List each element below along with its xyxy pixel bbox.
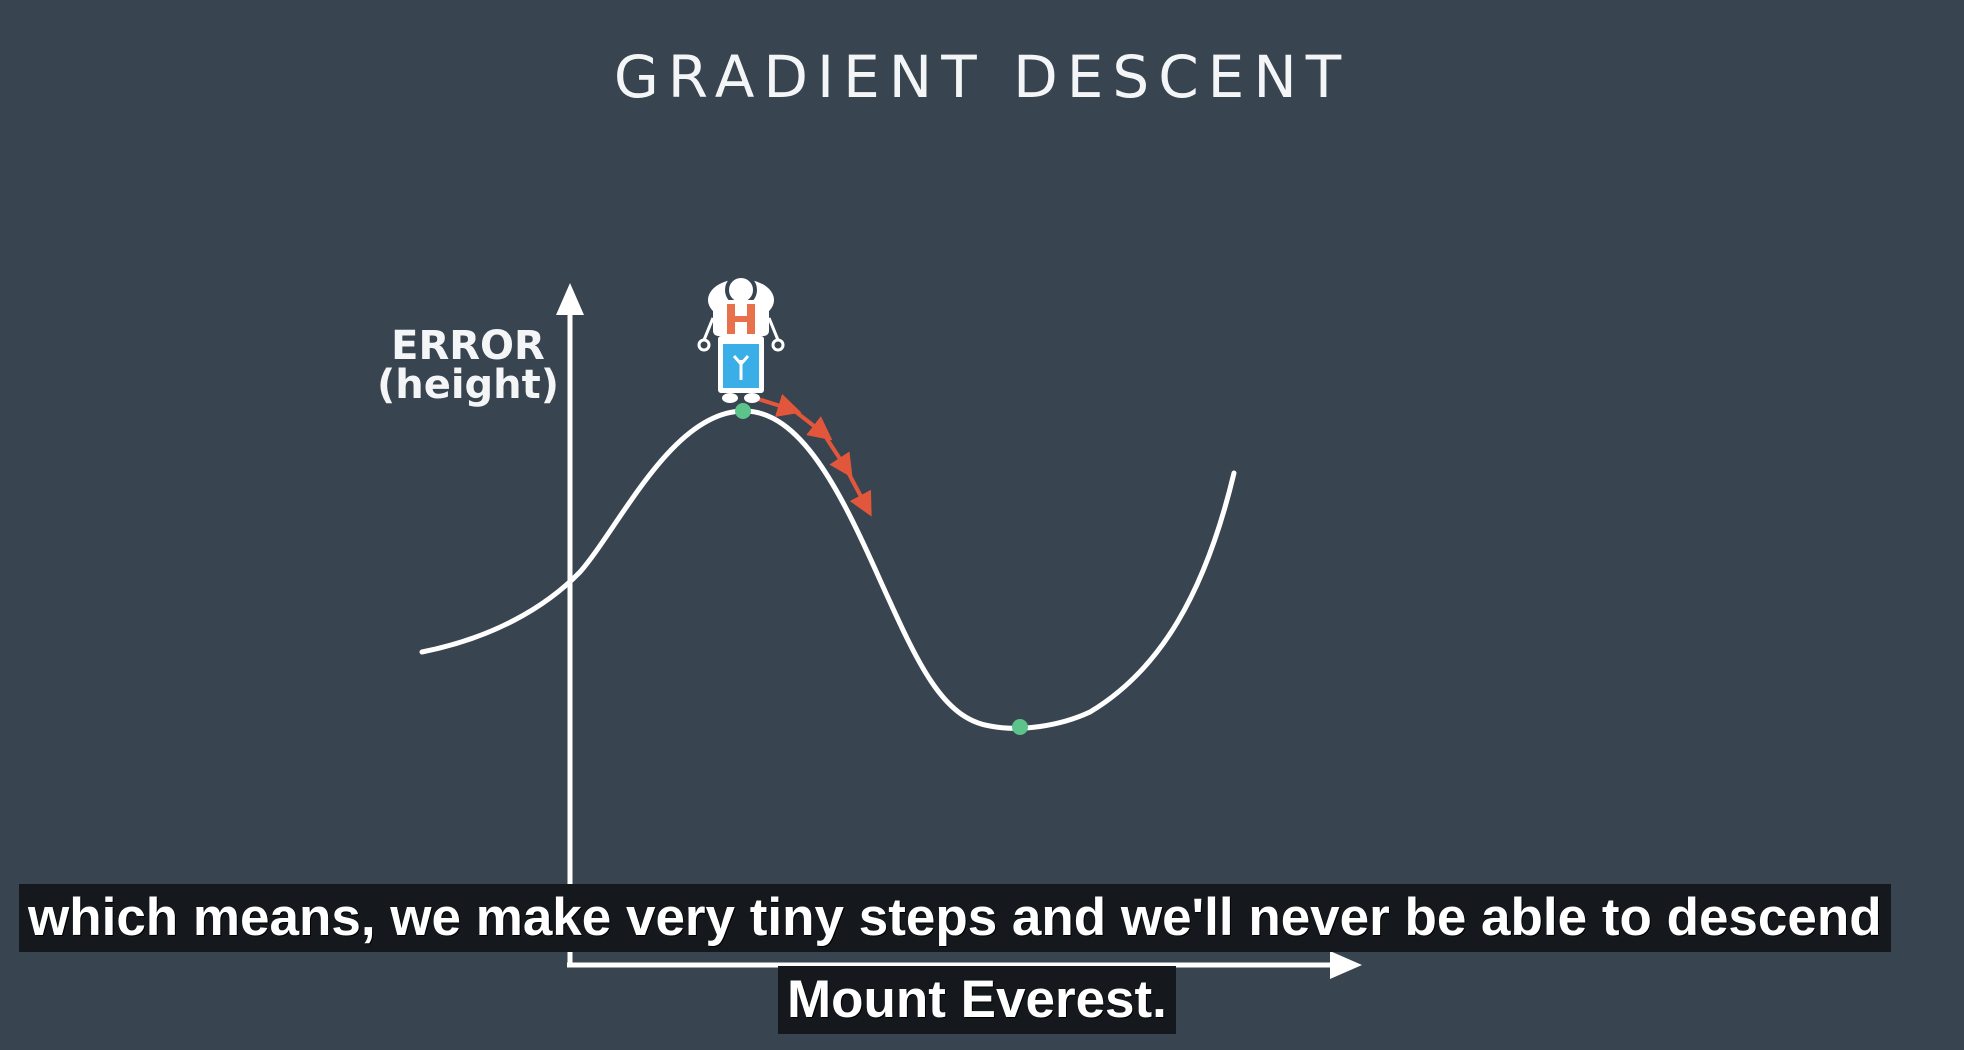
local-maximum-point xyxy=(735,403,751,419)
arrow-down-right-icon xyxy=(756,393,872,517)
subtitle-line-2: Mount Everest. xyxy=(778,966,1176,1034)
y-axis-arrowhead xyxy=(556,283,584,315)
y-axis-label-line2: (height) xyxy=(377,362,559,408)
y-axis-label-line1: ERROR xyxy=(391,323,545,369)
slide-title: GRADIENT DESCENT xyxy=(613,43,1351,111)
error-curve xyxy=(419,408,1237,731)
x-axis-arrowhead xyxy=(1330,951,1362,979)
robot-hiker-icon xyxy=(697,274,785,403)
subtitle-line-1: which means, we make very tiny steps and… xyxy=(19,884,1891,952)
local-minimum-point xyxy=(1012,719,1028,735)
